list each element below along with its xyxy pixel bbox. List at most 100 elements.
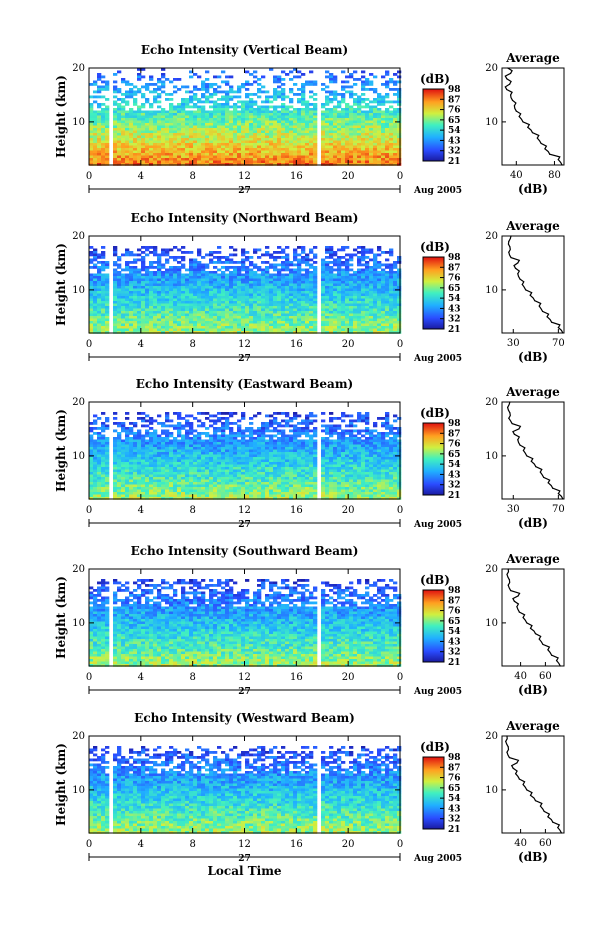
heatmap-cell xyxy=(181,113,186,116)
heatmap-cell xyxy=(101,160,106,164)
heatmap-cell xyxy=(113,321,118,324)
heatmap-cell xyxy=(225,133,230,136)
heatmap-cell xyxy=(141,316,146,319)
heatmap-cell xyxy=(105,321,110,324)
heatmap-cell xyxy=(349,85,354,89)
heatmap-cell xyxy=(229,138,234,141)
heatmap-cell xyxy=(233,303,238,307)
heatmap-cell xyxy=(337,256,342,259)
heatmap-cell xyxy=(353,78,358,81)
heatmap-cell xyxy=(293,271,298,274)
heatmap-cell xyxy=(89,459,94,463)
heatmap-cell xyxy=(273,153,278,156)
heatmap-cell xyxy=(325,130,330,134)
heatmap-cell xyxy=(145,318,150,322)
heatmap-cell xyxy=(321,133,326,136)
heatmap-cell xyxy=(389,128,394,131)
heatmap-cell xyxy=(261,108,266,111)
colorbar-tick-label: 98 xyxy=(448,85,461,95)
heatmap-cell xyxy=(137,308,142,312)
heatmap-cell xyxy=(121,467,126,470)
heatmap-cell xyxy=(221,293,226,297)
heatmap-cell xyxy=(257,321,262,324)
heatmap-cell xyxy=(329,283,334,287)
heatmap-cell xyxy=(137,321,142,324)
heatmap-cell xyxy=(89,148,94,151)
heatmap-cell xyxy=(137,273,142,277)
heatmap-cell xyxy=(237,288,242,292)
heatmap-cell xyxy=(233,286,238,289)
heatmap-cell xyxy=(173,291,178,294)
heatmap-cell xyxy=(181,316,186,319)
heatmap-cell xyxy=(193,306,198,309)
heatmap-cell xyxy=(365,163,370,166)
heatmap-cell xyxy=(357,291,362,294)
colorbar-tick-label: 65 xyxy=(448,116,461,126)
heatmap-cell xyxy=(149,138,154,141)
heatmap-cell xyxy=(133,135,138,139)
heatmap-cell xyxy=(329,113,334,116)
heatmap-cell xyxy=(177,256,182,259)
heatmap-cell xyxy=(349,268,354,272)
heatmap-cell xyxy=(349,276,354,279)
heatmap-cell xyxy=(397,93,402,96)
heatmap-cell xyxy=(297,258,302,262)
heatmap-cell xyxy=(381,316,386,319)
heatmap-cell xyxy=(285,266,290,269)
heatmap-cell xyxy=(205,271,210,274)
heatmap-cell xyxy=(149,306,154,309)
heatmap-cell xyxy=(193,268,198,272)
heatmap-cell xyxy=(193,258,198,262)
heatmap-cell xyxy=(189,105,194,109)
heatmap-cell xyxy=(261,118,266,121)
heatmap-cell xyxy=(185,148,190,151)
heatmap-cell xyxy=(197,148,202,151)
heatmap-cell xyxy=(345,306,350,309)
heatmap-cell xyxy=(333,258,338,262)
heatmap-cell xyxy=(97,120,102,124)
heatmap-cell xyxy=(165,328,170,332)
heatmap-cell xyxy=(289,150,294,154)
heatmap-cell xyxy=(125,278,130,282)
heatmap-cell xyxy=(261,318,266,322)
heatmap-cell xyxy=(169,323,174,327)
heatmap-cell xyxy=(273,326,278,329)
heatmap-cell xyxy=(197,313,202,317)
heatmap-cell xyxy=(353,311,358,314)
heatmap-cell xyxy=(313,130,318,134)
heatmap-cell xyxy=(209,316,214,319)
heatmap-cell xyxy=(245,163,250,166)
heatmap-cell xyxy=(117,160,122,164)
heatmap-cell xyxy=(265,118,270,121)
heatmap-cell xyxy=(105,98,110,101)
heatmap-cell xyxy=(89,464,94,468)
heatmap-cell xyxy=(361,301,366,304)
heatmap-cell xyxy=(141,263,146,267)
heatmap-cell xyxy=(333,273,338,277)
heatmap-cell xyxy=(121,145,126,149)
heatmap-cell xyxy=(309,138,314,141)
heatmap-cell xyxy=(321,113,326,116)
heatmap-cell xyxy=(369,160,374,164)
heatmap-cell xyxy=(305,253,310,257)
heatmap-cell xyxy=(157,293,162,297)
heatmap-cell xyxy=(97,150,102,154)
heatmap-cell xyxy=(133,316,138,319)
heatmap-cell xyxy=(297,328,302,332)
heatmap-cell xyxy=(269,100,274,104)
heatmap-cell xyxy=(229,155,234,159)
heatmap-cell xyxy=(169,306,174,309)
heatmap-cell xyxy=(309,311,314,314)
heatmap-cell xyxy=(185,303,190,307)
heatmap-cell xyxy=(309,273,314,277)
heatmap-cell xyxy=(377,110,382,114)
heatmap-cell xyxy=(305,125,310,129)
profile-point xyxy=(536,137,538,139)
heatmap-cell xyxy=(253,75,258,79)
heatmap-cell xyxy=(269,163,274,166)
heatmap-cell xyxy=(265,113,270,116)
heatmap-cell xyxy=(365,261,370,264)
heatmap-cell xyxy=(129,83,134,86)
heatmap-cell xyxy=(365,138,370,141)
heatmap-cell xyxy=(161,115,166,119)
